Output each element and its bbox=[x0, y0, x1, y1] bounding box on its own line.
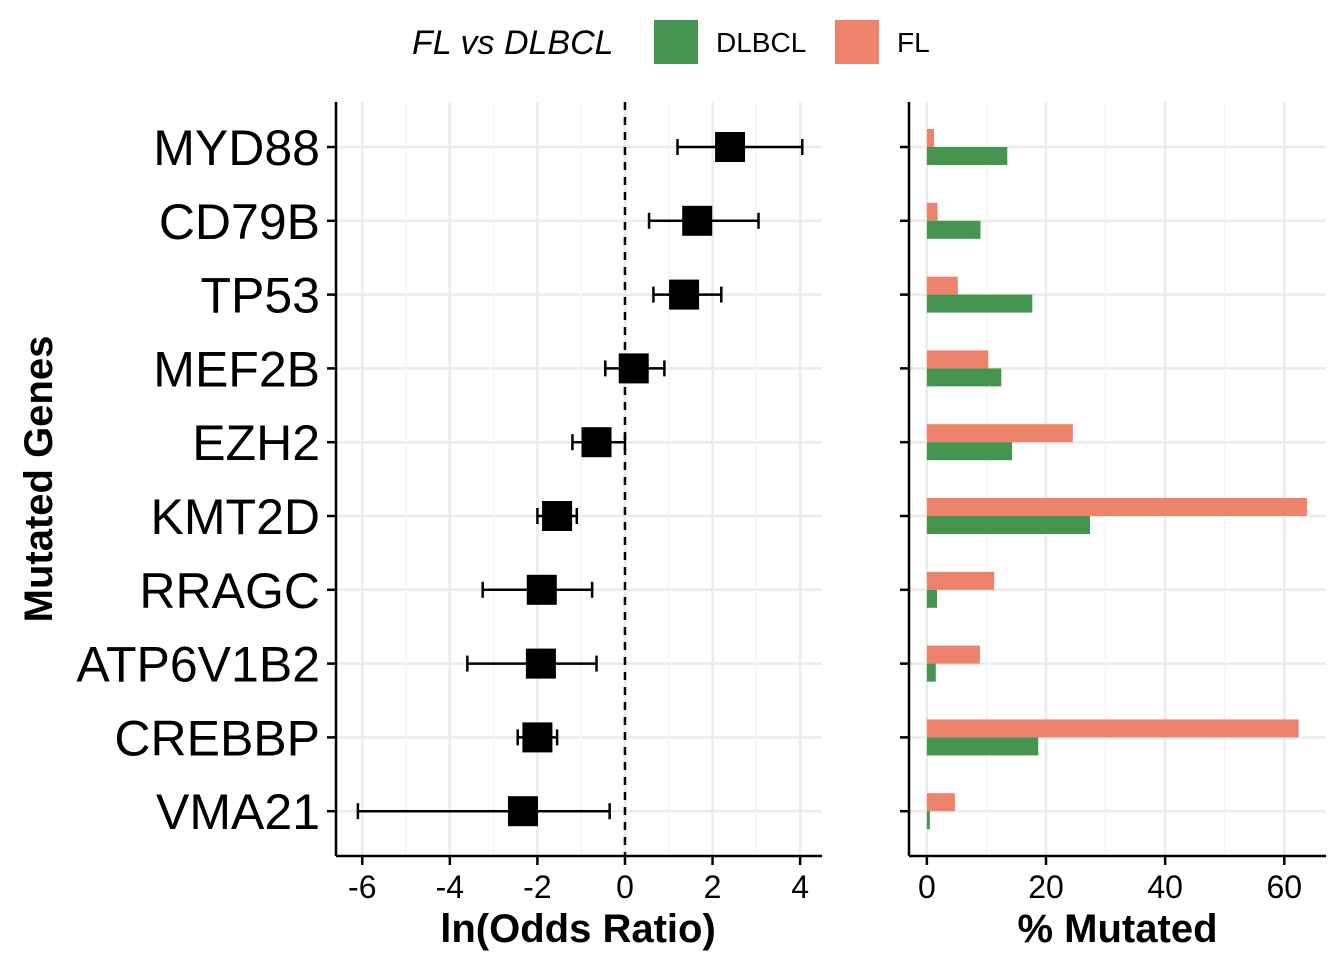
forest-row-atp6v1b2 bbox=[466, 648, 598, 679]
y-tick-label-cd79b: CD79B bbox=[159, 194, 320, 250]
bar-row-cd79b bbox=[926, 202, 981, 239]
bar-panel: 0 20 40 60 % Mutated bbox=[900, 102, 1326, 951]
bar-row-kmt2d bbox=[926, 498, 1307, 534]
odds-ratio-point bbox=[669, 279, 700, 310]
forest-x-tick-label: -2 bbox=[523, 869, 551, 905]
forest-x-tick-label: -6 bbox=[348, 869, 376, 905]
legend-key-fl bbox=[835, 20, 879, 64]
forest-row-myd88 bbox=[676, 132, 804, 162]
forest-marks bbox=[356, 132, 804, 827]
bar-fl bbox=[926, 793, 955, 812]
bar-x-tick-label: 20 bbox=[1028, 869, 1064, 905]
y-tick-label-tp53: TP53 bbox=[200, 268, 320, 324]
bar-x-axis: 0 20 40 60 bbox=[909, 854, 1326, 905]
forest-x-axis: -6 -4 -2 0 2 4 bbox=[336, 854, 822, 905]
bar-y-axis bbox=[900, 102, 911, 856]
forest-y-axis: MYD88 CD79B TP53 MEF2B EZH2 KMT2D RRAGC ATP6V1B… bbox=[76, 102, 338, 856]
y-tick-label-crebbp: CREBBP bbox=[114, 710, 320, 766]
bar-row-mef2b bbox=[926, 350, 1002, 387]
bar-dlbcl bbox=[926, 516, 1091, 534]
odds-ratio-point bbox=[522, 722, 553, 753]
odds-ratio-point bbox=[507, 796, 538, 827]
legend-label-fl: FL bbox=[897, 27, 930, 58]
forest-x-tick-label: 0 bbox=[616, 869, 634, 905]
odds-ratio-point bbox=[525, 648, 556, 679]
legend-title: FL vs DLBCL bbox=[412, 24, 614, 62]
odds-ratio-point bbox=[682, 205, 713, 236]
bar-dlbcl bbox=[926, 811, 930, 830]
bar-dlbcl bbox=[926, 147, 1008, 165]
bar-row-rragc bbox=[926, 571, 995, 608]
forest-row-kmt2d bbox=[536, 501, 579, 531]
bar-dlbcl bbox=[926, 220, 981, 239]
bar-fl bbox=[926, 498, 1307, 516]
legend: FL vs DLBCL DLBCL FL bbox=[412, 20, 930, 64]
bar-x-tick-label: 0 bbox=[918, 869, 936, 905]
y-tick-label-myd88: MYD88 bbox=[153, 120, 320, 176]
odds-ratio-point bbox=[618, 353, 649, 384]
bar-fl bbox=[926, 571, 995, 590]
bar-x-tick-label: 60 bbox=[1267, 869, 1303, 905]
forest-row-vma21 bbox=[356, 796, 611, 827]
bar-dlbcl bbox=[926, 368, 1002, 387]
bar-row-vma21 bbox=[926, 793, 955, 830]
bar-dlbcl bbox=[926, 663, 936, 682]
y-tick-label-kmt2d: KMT2D bbox=[151, 489, 320, 545]
forest-row-crebbp bbox=[516, 722, 559, 753]
y-tick-label-rragc: RRAGC bbox=[139, 563, 320, 619]
odds-ratio-point bbox=[715, 132, 746, 162]
bar-row-atp6v1b2 bbox=[926, 645, 980, 682]
forest-x-tick-label: 4 bbox=[791, 869, 809, 905]
forest-x-tick-label: -4 bbox=[436, 869, 464, 905]
forest-row-rragc bbox=[481, 574, 594, 605]
bar-marks bbox=[926, 129, 1307, 830]
legend-label-dlbcl: DLBCL bbox=[716, 27, 806, 58]
y-tick-label-atp6v1b2: ATP6V1B2 bbox=[76, 637, 320, 693]
forest-grid bbox=[336, 102, 822, 856]
forest-row-ezh2 bbox=[571, 427, 627, 458]
forest-row-mef2b bbox=[604, 353, 666, 384]
forest-x-tick-label: 2 bbox=[704, 869, 722, 905]
bar-dlbcl bbox=[926, 737, 1039, 756]
bar-fl bbox=[926, 645, 980, 664]
bar-x-axis-title: % Mutated bbox=[1018, 907, 1218, 951]
bar-fl bbox=[926, 350, 989, 369]
bar-fl bbox=[926, 719, 1299, 738]
forest-panel: MYD88 CD79B TP53 MEF2B EZH2 KMT2D RRAGC ATP6V1B… bbox=[17, 102, 822, 951]
forest-y-axis-title: Mutated Genes bbox=[17, 336, 61, 623]
bar-row-ezh2 bbox=[926, 424, 1073, 461]
bar-fl bbox=[926, 276, 958, 295]
forest-x-axis-title: ln(Odds Ratio) bbox=[440, 907, 716, 951]
forest-row-cd79b bbox=[647, 205, 760, 236]
y-tick-label-ezh2: EZH2 bbox=[192, 415, 320, 471]
bar-dlbcl bbox=[926, 442, 1013, 461]
y-tick-label-mef2b: MEF2B bbox=[153, 341, 320, 397]
bar-dlbcl bbox=[926, 294, 1033, 313]
odds-ratio-point bbox=[526, 574, 557, 605]
bar-row-crebbp bbox=[926, 719, 1299, 756]
bar-x-tick-label: 40 bbox=[1147, 869, 1183, 905]
forest-row-tp53 bbox=[652, 279, 723, 310]
bar-row-tp53 bbox=[926, 276, 1033, 313]
bar-fl bbox=[926, 424, 1073, 443]
bar-fl bbox=[926, 129, 935, 147]
odds-ratio-point bbox=[581, 427, 612, 458]
bar-dlbcl bbox=[926, 589, 937, 608]
bar-row-myd88 bbox=[926, 129, 1008, 165]
y-tick-label-vma21: VMA21 bbox=[156, 784, 320, 840]
bar-fl bbox=[926, 202, 938, 221]
legend-key-dlbcl bbox=[654, 20, 698, 64]
odds-ratio-point bbox=[542, 501, 573, 531]
